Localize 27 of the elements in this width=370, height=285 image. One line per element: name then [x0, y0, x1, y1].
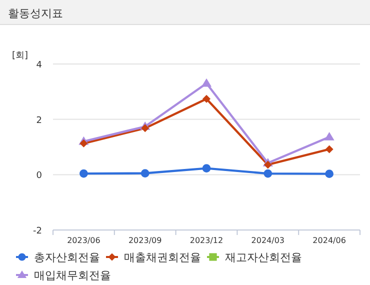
- y-tick-label: 4: [36, 60, 42, 70]
- x-tick-label: 2024/03: [251, 236, 285, 245]
- legend-label: 총자산회전율: [34, 251, 100, 264]
- x-tick-label: 2023/12: [190, 236, 224, 245]
- x-tick-label: 2023/06: [67, 236, 100, 245]
- point: [80, 139, 88, 148]
- chart-title: 활동성지표: [8, 7, 63, 20]
- point: [325, 170, 334, 178]
- x-tick-label: 2024/06: [312, 236, 346, 245]
- legend-label: 재고자산회전율: [225, 251, 302, 264]
- point: [202, 164, 211, 173]
- legend-label: 매출채권회전율: [124, 251, 201, 264]
- point: [201, 78, 212, 87]
- y-tick-label: -2: [33, 226, 42, 236]
- point: [202, 94, 210, 103]
- legend-label: 매입채무회전율: [34, 269, 111, 282]
- point: [140, 169, 150, 178]
- point: [324, 132, 334, 140]
- point: [325, 145, 334, 154]
- point: [264, 160, 272, 169]
- x-tick-label: 2023/09: [128, 236, 162, 245]
- y-tick-label: 0: [36, 171, 42, 182]
- point: [80, 169, 88, 178]
- y-axis-title: [회]: [12, 51, 28, 61]
- point: [141, 124, 150, 132]
- y-tick-label: 2: [36, 116, 42, 126]
- point: [264, 169, 272, 178]
